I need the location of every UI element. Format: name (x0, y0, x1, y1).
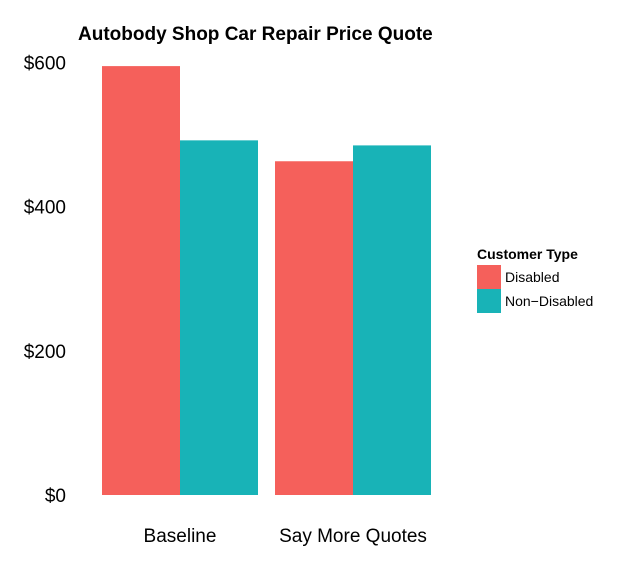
legend-label: Non−Disabled (505, 293, 593, 309)
y-tick-label: $0 (45, 486, 66, 507)
legend-label: Disabled (505, 269, 559, 285)
bar-baseline-1 (180, 140, 258, 495)
chart-title: Autobody Shop Car Repair Price Quote (78, 24, 433, 45)
legend-title: Customer Type (477, 246, 578, 262)
bar-baseline-0 (102, 66, 180, 496)
bar-say-more-quotes-0 (275, 161, 353, 496)
x-tick-label: Say More Quotes (279, 526, 427, 547)
y-tick-label: $200 (24, 342, 66, 363)
y-tick-label: $600 (24, 54, 66, 75)
y-tick-label: $400 (24, 198, 66, 219)
x-tick-label: Baseline (144, 526, 217, 547)
legend-swatch (477, 289, 501, 313)
legend-swatch (477, 265, 501, 289)
legend: Customer Type Disabled Non−Disabled (477, 246, 593, 313)
bar-say-more-quotes-1 (353, 145, 431, 496)
